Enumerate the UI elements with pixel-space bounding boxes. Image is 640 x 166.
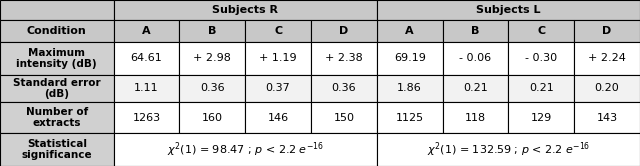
Bar bbox=[377, 42, 443, 75]
Text: Number of
extracts: Number of extracts bbox=[26, 107, 88, 128]
Bar bbox=[0, 102, 114, 133]
Bar bbox=[0, 133, 114, 166]
Bar bbox=[574, 102, 640, 133]
Bar bbox=[508, 42, 574, 75]
Text: 0.21: 0.21 bbox=[529, 83, 554, 93]
Bar bbox=[245, 75, 311, 102]
Bar bbox=[0, 42, 114, 75]
Bar bbox=[443, 42, 508, 75]
Text: B: B bbox=[208, 26, 216, 36]
Text: - 0.30: - 0.30 bbox=[525, 53, 557, 63]
Text: 0.21: 0.21 bbox=[463, 83, 488, 93]
Bar bbox=[311, 102, 377, 133]
Text: 150: 150 bbox=[333, 113, 355, 123]
Bar bbox=[179, 20, 245, 42]
Bar bbox=[114, 133, 377, 166]
Text: + 2.38: + 2.38 bbox=[325, 53, 363, 63]
Bar bbox=[377, 133, 640, 166]
Text: Condition: Condition bbox=[27, 26, 86, 36]
Bar bbox=[311, 75, 377, 102]
Text: 1.86: 1.86 bbox=[397, 83, 422, 93]
Bar bbox=[0, 75, 114, 102]
Text: 0.20: 0.20 bbox=[595, 83, 620, 93]
Text: + 2.98: + 2.98 bbox=[193, 53, 231, 63]
Text: 1.11: 1.11 bbox=[134, 83, 159, 93]
Text: 1125: 1125 bbox=[396, 113, 424, 123]
Text: Maximum
intensity (dB): Maximum intensity (dB) bbox=[17, 48, 97, 69]
Bar bbox=[377, 75, 443, 102]
Bar bbox=[179, 42, 245, 75]
Text: C: C bbox=[537, 26, 545, 36]
Text: Subjects L: Subjects L bbox=[476, 5, 541, 15]
Text: 69.19: 69.19 bbox=[394, 53, 426, 63]
Text: + 1.19: + 1.19 bbox=[259, 53, 297, 63]
Bar bbox=[114, 0, 377, 20]
Bar bbox=[311, 42, 377, 75]
Text: A: A bbox=[142, 26, 151, 36]
Text: 143: 143 bbox=[596, 113, 618, 123]
Text: $\chi^2$(1) = 98.47 ; $p$ < 2.2 $e^{-16}$: $\chi^2$(1) = 98.47 ; $p$ < 2.2 $e^{-16}… bbox=[167, 140, 324, 159]
Text: A: A bbox=[405, 26, 414, 36]
Text: $\chi^2$(1) = 132.59 ; $p$ < 2.2 $e^{-16}$: $\chi^2$(1) = 132.59 ; $p$ < 2.2 $e^{-16… bbox=[427, 140, 590, 159]
Text: 118: 118 bbox=[465, 113, 486, 123]
Bar bbox=[0, 0, 114, 20]
Text: 129: 129 bbox=[531, 113, 552, 123]
Bar bbox=[377, 20, 443, 42]
Text: 0.36: 0.36 bbox=[200, 83, 225, 93]
Text: 160: 160 bbox=[202, 113, 223, 123]
Text: D: D bbox=[339, 26, 349, 36]
Bar bbox=[245, 102, 311, 133]
Bar bbox=[508, 102, 574, 133]
Text: 146: 146 bbox=[268, 113, 289, 123]
Bar bbox=[311, 20, 377, 42]
Text: Subjects R: Subjects R bbox=[212, 5, 278, 15]
Text: + 2.24: + 2.24 bbox=[588, 53, 626, 63]
Bar bbox=[0, 20, 114, 42]
Text: Statistical
significance: Statistical significance bbox=[22, 139, 92, 160]
Bar bbox=[574, 42, 640, 75]
Bar bbox=[179, 102, 245, 133]
Bar bbox=[574, 75, 640, 102]
Bar bbox=[377, 0, 640, 20]
Bar bbox=[114, 102, 179, 133]
Bar bbox=[443, 20, 508, 42]
Text: 1263: 1263 bbox=[132, 113, 161, 123]
Text: 0.37: 0.37 bbox=[266, 83, 291, 93]
Bar bbox=[114, 75, 179, 102]
Bar bbox=[574, 20, 640, 42]
Bar bbox=[377, 102, 443, 133]
Bar bbox=[114, 20, 179, 42]
Bar bbox=[508, 75, 574, 102]
Text: B: B bbox=[471, 26, 480, 36]
Text: D: D bbox=[602, 26, 612, 36]
Text: C: C bbox=[274, 26, 282, 36]
Bar bbox=[443, 75, 508, 102]
Text: 0.36: 0.36 bbox=[332, 83, 356, 93]
Bar bbox=[245, 20, 311, 42]
Bar bbox=[508, 20, 574, 42]
Bar bbox=[443, 102, 508, 133]
Text: - 0.06: - 0.06 bbox=[460, 53, 492, 63]
Text: Standard error
(dB): Standard error (dB) bbox=[13, 78, 100, 99]
Bar bbox=[245, 42, 311, 75]
Bar bbox=[179, 75, 245, 102]
Bar bbox=[114, 42, 179, 75]
Text: 64.61: 64.61 bbox=[131, 53, 163, 63]
